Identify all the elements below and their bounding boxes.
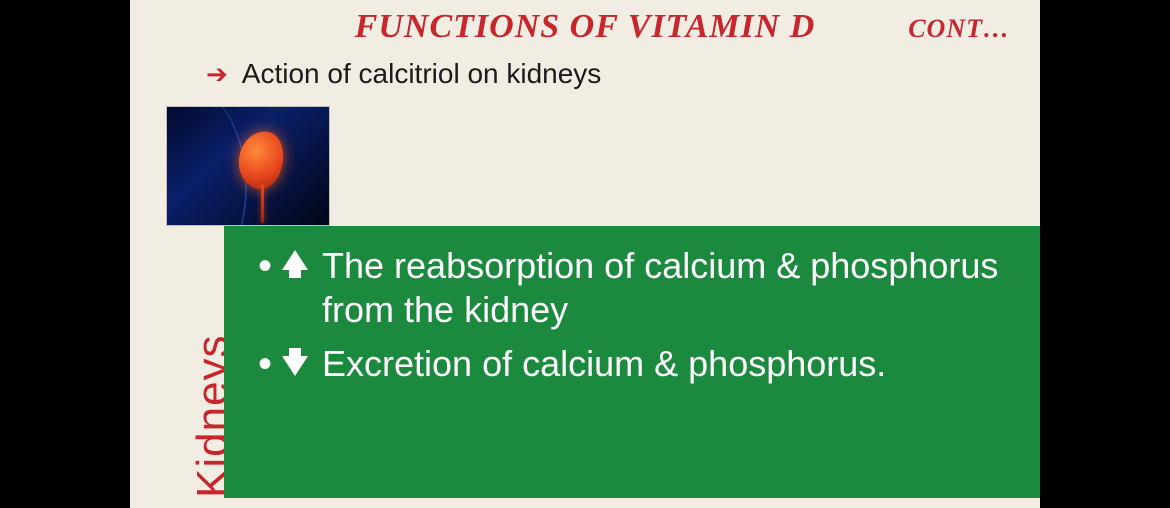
content-panel: • The reabsorption of calcium & phosphor… (224, 226, 1040, 498)
continued-label: CONT… (908, 14, 1010, 44)
bullet-dot-icon: • (258, 342, 272, 386)
kidney-image (166, 106, 330, 226)
slide-title: FUNCTIONS OF VITAMIN D (355, 8, 816, 45)
arrow-right-icon: ➔ (206, 61, 228, 87)
subhead-row: ➔ Action of calcitriol on kidneys (206, 58, 601, 90)
arrow-down-icon (282, 348, 308, 376)
body-outline-icon (166, 106, 247, 226)
bullet-row-2: • Excretion of calcium & phosphorus. (258, 342, 1010, 386)
ureter-icon (261, 185, 264, 223)
arrow-up-icon (282, 250, 308, 278)
subhead-text: Action of calcitriol on kidneys (242, 58, 602, 90)
bullet-dot-icon: • (258, 244, 272, 288)
bullet-text-1: The reabsorption of calcium & phosphorus… (322, 244, 1010, 332)
title-row: FUNCTIONS OF VITAMIN D (130, 8, 1040, 46)
bullet-row-1: • The reabsorption of calcium & phosphor… (258, 244, 1010, 332)
slide: FUNCTIONS OF VITAMIN D CONT… ➔ Action of… (130, 0, 1040, 508)
bullet-text-2: Excretion of calcium & phosphorus. (322, 342, 886, 386)
